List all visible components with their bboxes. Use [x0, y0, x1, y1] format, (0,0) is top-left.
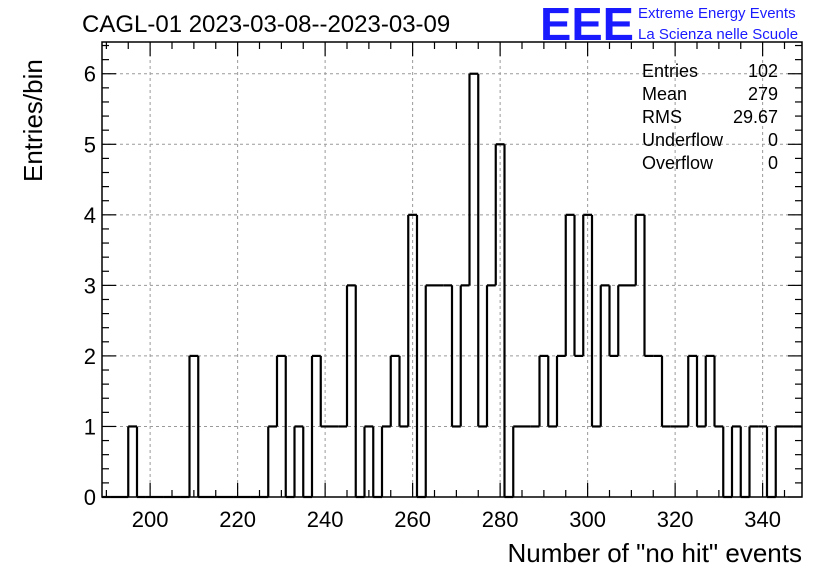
x-tick-label: 280	[482, 507, 519, 532]
stats-value: 0	[768, 153, 778, 173]
stats-value: 29.67	[733, 107, 778, 127]
eee-logo-line1: Extreme Energy Events	[638, 5, 796, 22]
x-tick-label: 220	[219, 507, 256, 532]
stats-value: 279	[748, 84, 778, 104]
stats-value: 0	[768, 130, 778, 150]
x-tick-label: 300	[569, 507, 606, 532]
stats-box: Entries 102 Mean 279 RMS 29.67 Underflow 0 Overf…	[642, 61, 778, 173]
y-tick-label: 0	[84, 485, 96, 510]
grid-lines	[102, 42, 802, 497]
stats-label: Underflow	[642, 130, 724, 150]
y-tick-label: 5	[84, 132, 96, 157]
x-tick-label: 240	[307, 507, 344, 532]
stats-value: 102	[748, 61, 778, 81]
y-tick-label: 6	[84, 62, 96, 87]
x-tick-label: 340	[744, 507, 781, 532]
eee-logo-line2: La Scienza nelle Scuole	[638, 26, 798, 43]
x-axis-label: Number of "no hit" events	[508, 538, 803, 568]
y-tick-label: 4	[84, 203, 96, 228]
x-tick-label: 320	[657, 507, 694, 532]
stats-label: Overflow	[642, 153, 714, 173]
stats-label: Entries	[642, 61, 698, 81]
stats-label: RMS	[642, 107, 682, 127]
plot-frame	[101, 41, 803, 498]
y-tick-label: 1	[84, 414, 96, 439]
axis-ticks: 200 220 240 260 280 300 320 340 0 1 2 3 4 5 6	[84, 42, 802, 532]
plot-border	[101, 41, 803, 498]
stats-label: Mean	[642, 84, 687, 104]
x-tick-label: 260	[394, 507, 431, 532]
y-tick-label: 2	[84, 344, 96, 369]
y-axis-label: Entries/bin	[18, 59, 48, 182]
chart-title: CAGL-01 2023-03-08--2023-03-09	[82, 11, 450, 38]
x-tick-label: 200	[132, 507, 169, 532]
y-tick-label: 3	[84, 273, 96, 298]
